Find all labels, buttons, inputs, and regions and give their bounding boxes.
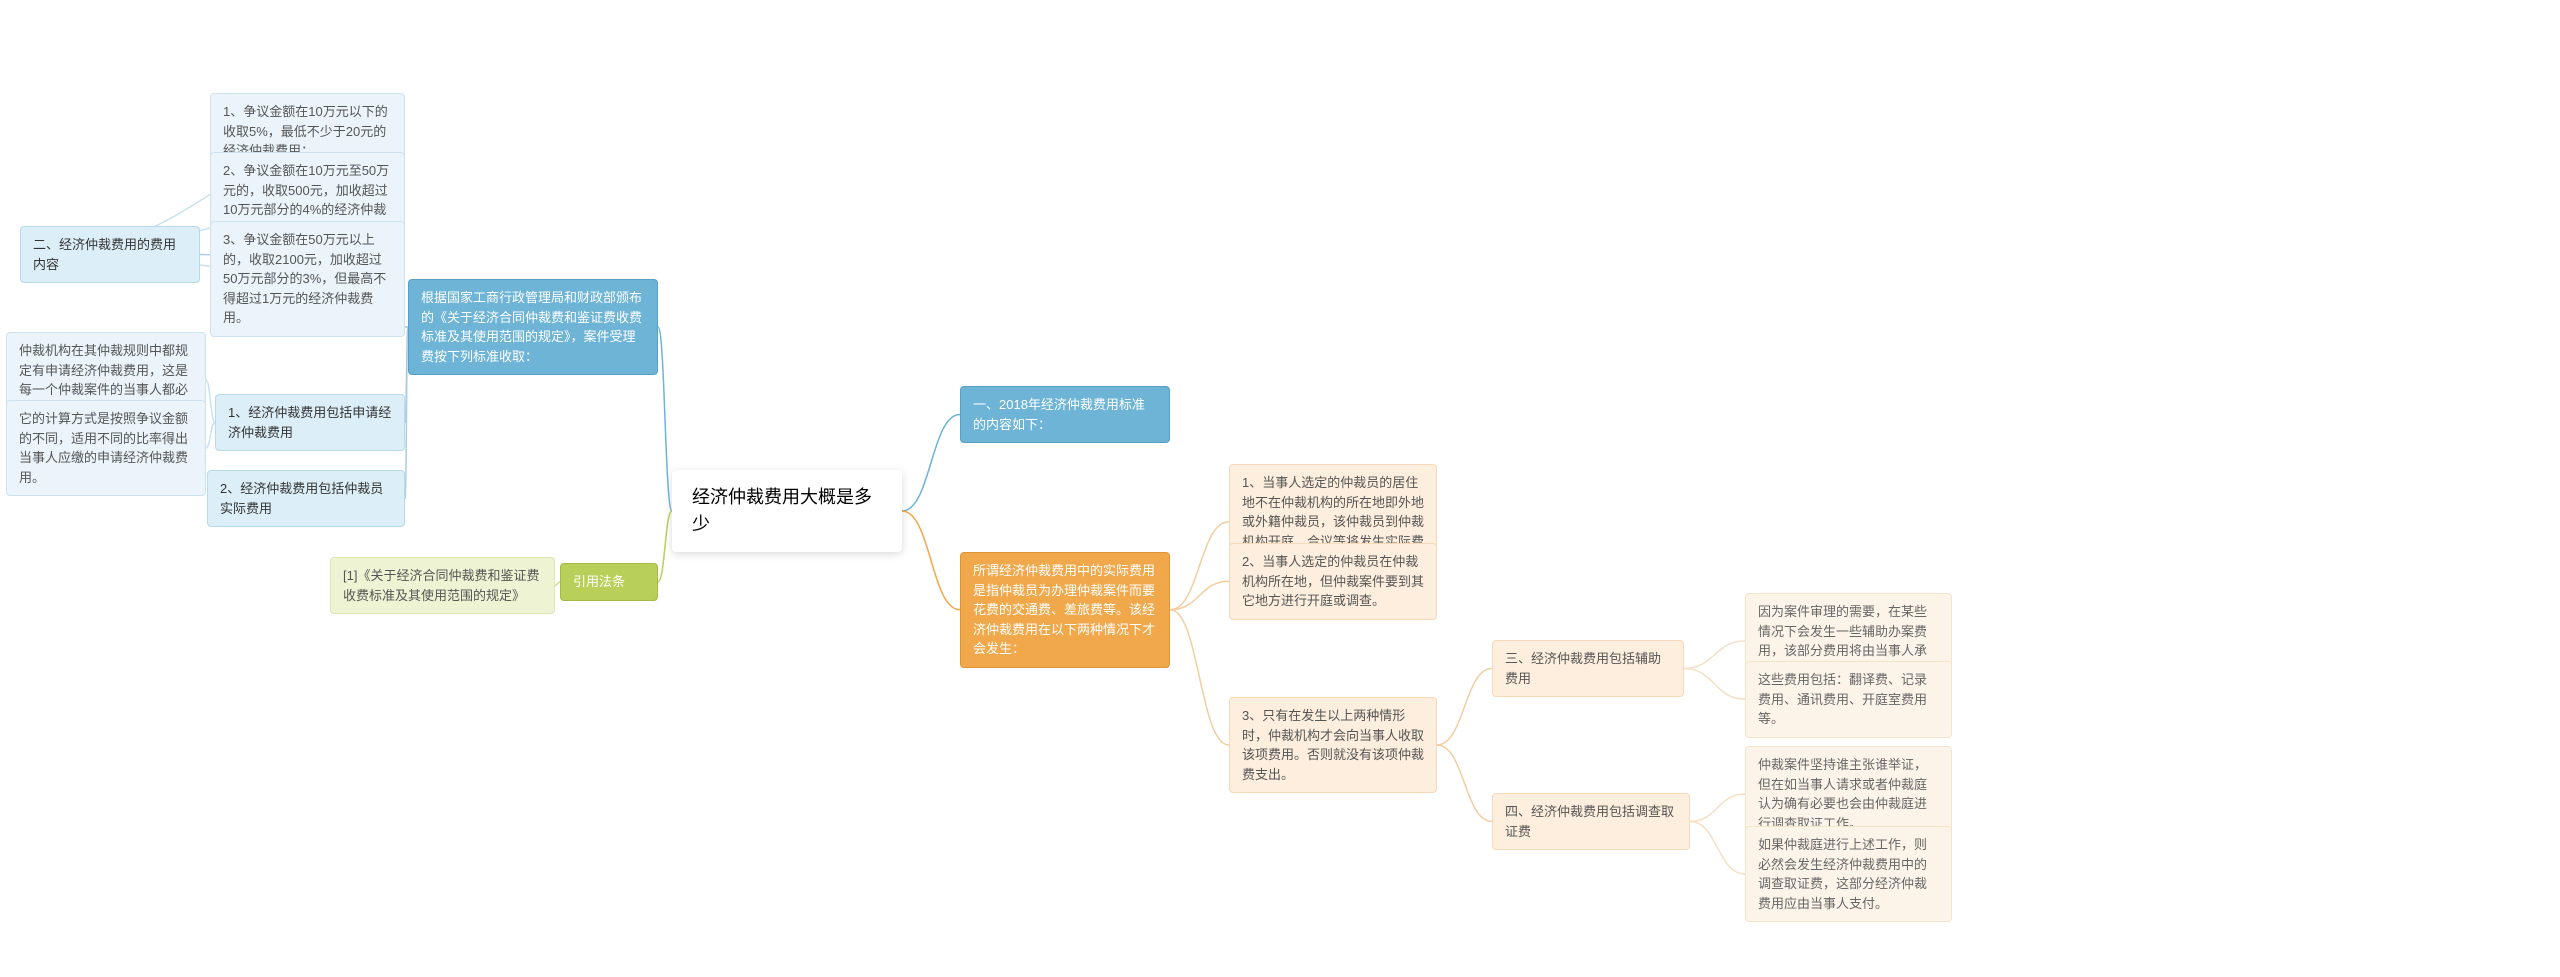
mindmap-node[interactable]: 根据国家工商行政管理局和财政部颁布的《关于经济合同仲裁费和鉴证费收费标准及其使用…: [408, 279, 658, 375]
mindmap-node[interactable]: 三、经济仲裁费用包括辅助费用: [1492, 640, 1684, 697]
mindmap-node[interactable]: 3、争议金额在50万元以上的，收取2100元，加收超过50万元部分的3%，但最高…: [210, 221, 405, 337]
mindmap-node[interactable]: 如果仲裁庭进行上述工作，则必然会发生经济仲裁费用中的调查取证费，这部分经济仲裁费…: [1745, 826, 1952, 922]
mindmap-node[interactable]: 四、经济仲裁费用包括调查取证费: [1492, 793, 1690, 850]
mindmap-node[interactable]: 1、经济仲裁费用包括申请经济仲裁费用: [215, 394, 405, 451]
mindmap-node[interactable]: [1]《关于经济合同仲裁费和鉴证费收费标准及其使用范围的规定》: [330, 557, 555, 614]
mindmap-node[interactable]: 一、2018年经济仲裁费用标准的内容如下：: [960, 386, 1170, 443]
mindmap-node[interactable]: 3、只有在发生以上两种情形时，仲裁机构才会向当事人收取该项费用。否则就没有该项仲…: [1229, 697, 1437, 793]
mindmap-node[interactable]: 所谓经济仲裁费用中的实际费用是指仲裁员为办理仲裁案件而要花费的交通费、差旅费等。…: [960, 552, 1170, 668]
mindmap-node[interactable]: 引用法条: [560, 563, 658, 601]
mindmap-node[interactable]: 二、经济仲裁费用的费用内容: [20, 226, 200, 283]
mindmap-node[interactable]: 2、当事人选定的仲裁员在仲裁机构所在地，但仲裁案件要到其它地方进行开庭或调查。: [1229, 543, 1437, 620]
mindmap-node[interactable]: 2、经济仲裁费用包括仲裁员实际费用: [207, 470, 405, 527]
mindmap-node[interactable]: 它的计算方式是按照争议金额的不同，适用不同的比率得出当事人应缴的申请经济仲裁费用…: [6, 400, 206, 496]
mindmap-node[interactable]: 这些费用包括：翻译费、记录费用、通讯费用、开庭室费用等。: [1745, 661, 1952, 738]
root-node[interactable]: 经济仲裁费用大概是多少: [672, 470, 902, 552]
